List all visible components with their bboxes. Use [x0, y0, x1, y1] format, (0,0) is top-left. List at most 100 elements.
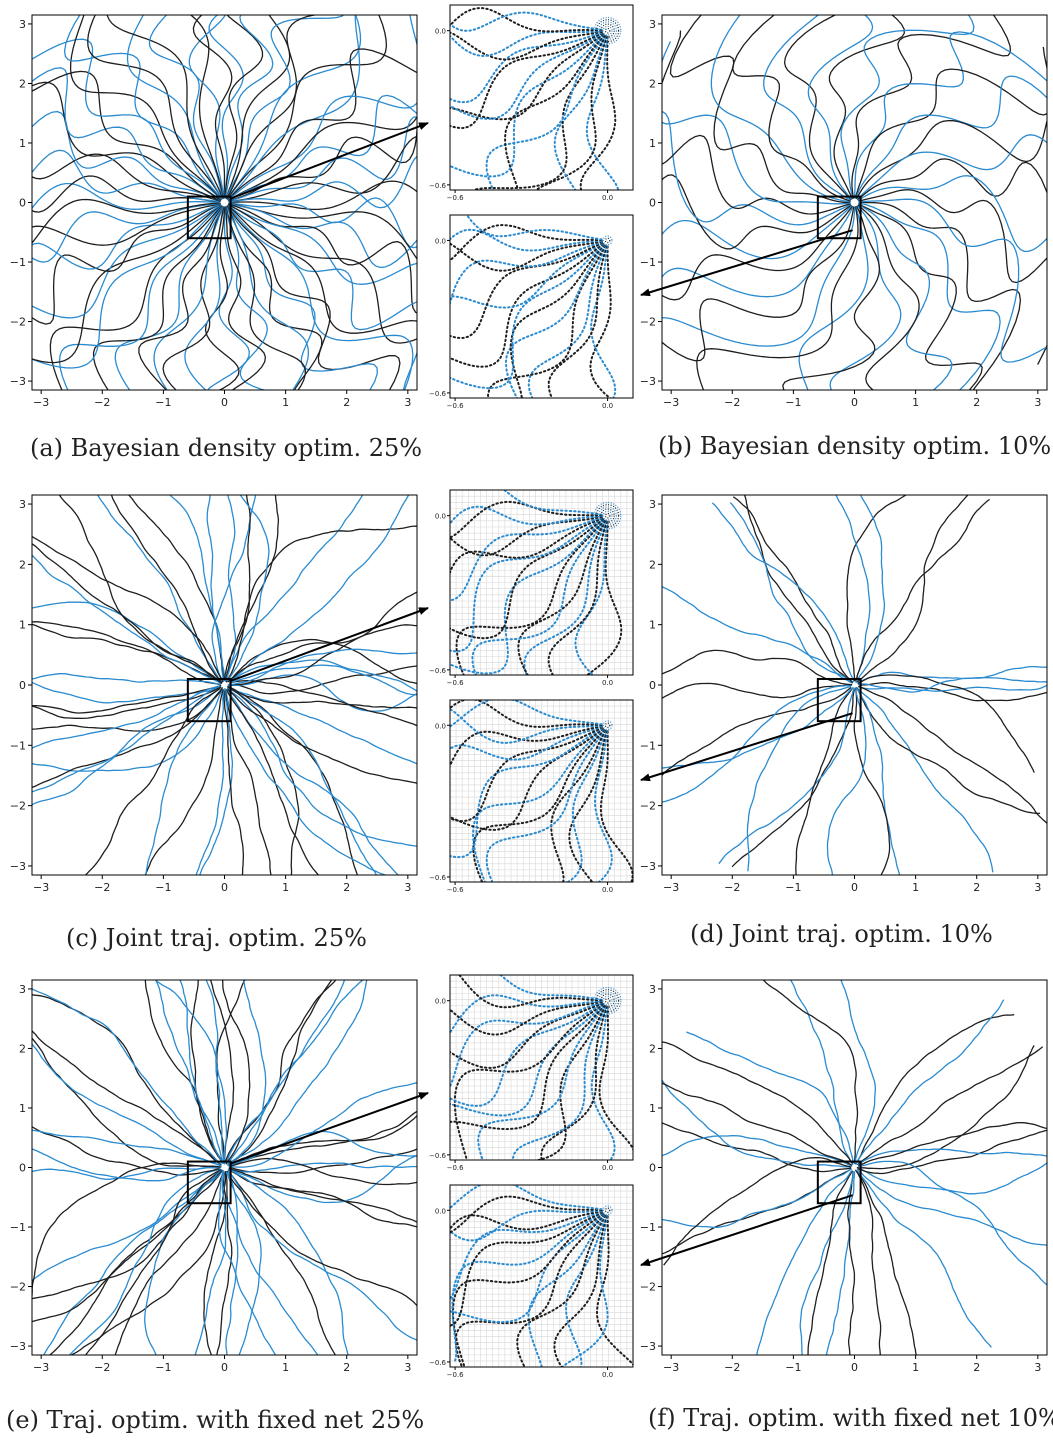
y-tick-label: −0.6	[429, 1359, 447, 1367]
x-tick-label: 2	[343, 881, 350, 894]
y-tick-label: 2	[649, 1042, 656, 1055]
axes-frame	[449, 214, 634, 399]
zoom-region-box	[186, 677, 232, 723]
y-tick-label: 2	[19, 558, 26, 571]
x-tick-label: −1	[785, 396, 801, 409]
y-tick-label: −3	[640, 860, 656, 873]
x-tick-label: −0.6	[447, 1164, 465, 1172]
zoom-arrow	[640, 1194, 853, 1266]
y-tick-label: 3	[649, 983, 656, 996]
y-tick-label: 2	[649, 558, 656, 571]
x-tick-label: −3	[663, 881, 679, 894]
x-tick-label: 1	[282, 881, 289, 894]
x-tick-label: −1	[155, 1361, 171, 1374]
x-tick-label: 0	[221, 881, 228, 894]
y-tick-label: −1	[640, 739, 656, 752]
x-tick-label: −2	[94, 881, 110, 894]
x-tick-label: 1	[282, 1361, 289, 1374]
zoom-arrow	[640, 712, 853, 782]
y-tick-label: −0.6	[429, 1152, 447, 1160]
x-tick-label: −3	[33, 396, 49, 409]
zoom-arrow	[230, 607, 429, 682]
panel-f: −3 −3 −2 −2 −1 −1 0 0 1 1 2 2 3 3	[640, 979, 1048, 1374]
axes-frame	[449, 489, 634, 676]
trajectories	[32, 495, 417, 875]
x-tick-label: −2	[724, 396, 740, 409]
caption-f: (f) Traj. optim. with fixed net 10%	[648, 1404, 1053, 1432]
y-tick-label: 1	[19, 1102, 26, 1115]
axes-frame	[449, 1184, 634, 1368]
y-tick-label: 0.0	[435, 28, 446, 36]
y-tick-label: −0.6	[429, 667, 447, 675]
x-tick-label: 0	[221, 396, 228, 409]
x-tick-label: 2	[343, 1361, 350, 1374]
y-tick-label: 1	[649, 619, 656, 632]
panel-a: −3 −3 −2 −2 −1 −1 0 0 1 1 2 2 3 3	[10, 14, 418, 409]
panel-d: −3 −3 −2 −2 −1 −1 0 0 1 1 2 2 3 3	[640, 494, 1048, 894]
y-tick-label: 0.0	[435, 1207, 446, 1215]
y-tick-label: 0	[649, 197, 656, 210]
x-tick-label: −0.6	[447, 1371, 465, 1379]
x-tick-label: −3	[33, 1361, 49, 1374]
y-tick-label: 1	[649, 1102, 656, 1115]
x-tick-label: 1	[282, 396, 289, 409]
zoom-panel-b: −0.6−0.6 0.0 0.0	[429, 214, 634, 410]
x-tick-label: 1	[912, 396, 919, 409]
zoom-region-box	[186, 1160, 232, 1205]
x-tick-label: −3	[33, 881, 49, 894]
zoom-region-box	[816, 195, 862, 240]
y-tick-label: −1	[10, 739, 26, 752]
x-tick-label: −0.6	[447, 402, 465, 410]
x-tick-label: −2	[94, 396, 110, 409]
zoom-panel-a: −0.6−0.6 0.0 0.0	[429, 4, 634, 202]
x-tick-label: −3	[663, 396, 679, 409]
x-tick-label: −1	[785, 881, 801, 894]
y-tick-label: −0.6	[429, 390, 447, 398]
axes-frame	[449, 974, 634, 1161]
zoom-region-box	[186, 195, 232, 240]
y-tick-label: −1	[640, 1221, 656, 1234]
trajectories	[662, 495, 1047, 875]
x-tick-label: −0.6	[447, 679, 465, 687]
x-tick-label: 2	[973, 1361, 980, 1374]
axes-frame	[661, 979, 1048, 1356]
x-tick-label: 3	[404, 396, 411, 409]
zoom-arrow	[230, 1092, 429, 1165]
y-tick-label: 0.0	[435, 237, 446, 245]
x-tick-label: 3	[404, 1361, 411, 1374]
panel-e: −3 −3 −2 −2 −1 −1 0 0 1 1 2 2 3 3	[10, 979, 418, 1374]
x-tick-label: 0	[851, 1361, 858, 1374]
y-tick-label: 3	[649, 498, 656, 511]
y-tick-label: −0.6	[429, 874, 447, 882]
x-tick-label: −0.6	[447, 194, 465, 202]
x-tick-label: 0	[851, 881, 858, 894]
axes-frame	[449, 699, 634, 883]
x-tick-label: 0.0	[602, 886, 613, 894]
y-tick-label: −2	[640, 1281, 656, 1294]
trajectories	[32, 15, 417, 390]
y-tick-label: 0.0	[435, 722, 446, 730]
x-tick-label: 0.0	[602, 1371, 613, 1379]
panel-b: −3 −3 −2 −2 −1 −1 0 0 1 1 2 2 3 3	[640, 14, 1048, 409]
x-tick-label: 0.0	[602, 679, 613, 687]
x-tick-label: −0.6	[447, 886, 465, 894]
x-tick-label: 1	[912, 1361, 919, 1374]
y-tick-label: 0	[19, 679, 26, 692]
y-tick-label: −1	[10, 1221, 26, 1234]
y-tick-label: −0.6	[429, 182, 447, 190]
y-tick-label: 2	[19, 1042, 26, 1055]
x-tick-label: −2	[724, 1361, 740, 1374]
x-tick-label: −1	[155, 396, 171, 409]
x-tick-label: 0	[221, 1361, 228, 1374]
x-tick-label: 2	[973, 881, 980, 894]
zoom-region-box	[816, 1160, 862, 1205]
x-tick-label: −2	[724, 881, 740, 894]
zoom-arrow	[230, 122, 429, 200]
y-tick-label: −3	[640, 1340, 656, 1353]
y-tick-label: −3	[10, 1340, 26, 1353]
y-tick-label: 0.0	[435, 998, 446, 1006]
x-tick-label: 0.0	[602, 1164, 613, 1172]
panel-c: −3 −3 −2 −2 −1 −1 0 0 1 1 2 2 3 3	[10, 494, 418, 894]
